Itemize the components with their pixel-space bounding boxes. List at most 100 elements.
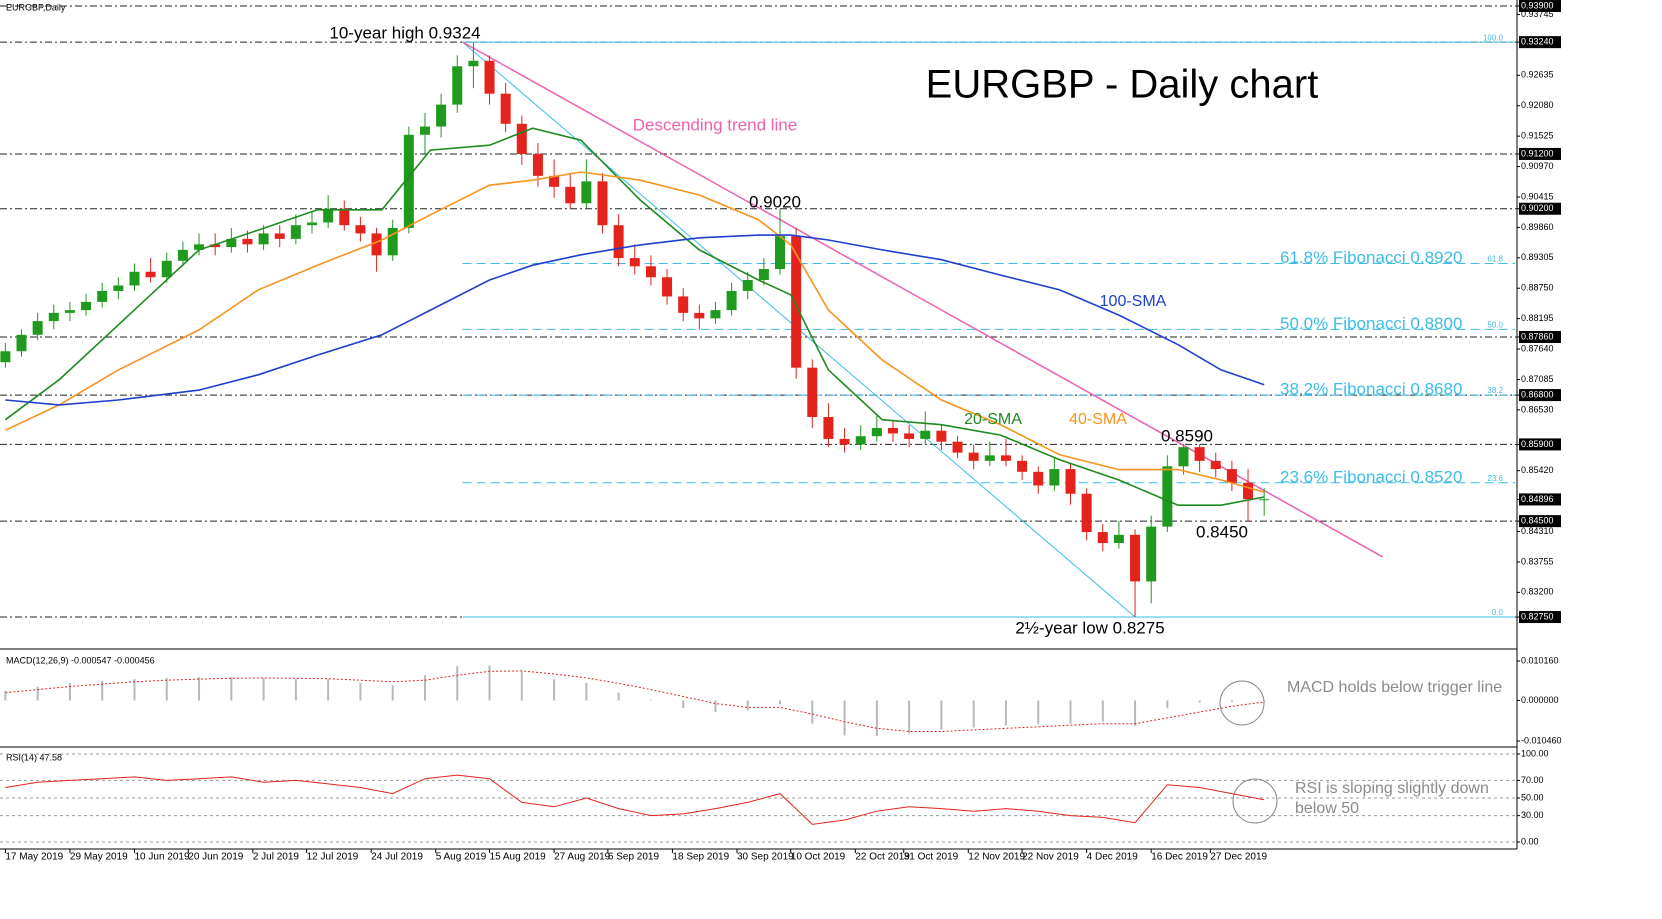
symbol: EURGBP,Daily [6, 2, 66, 12]
candle-body [48, 312, 59, 322]
candle-body [1081, 493, 1092, 533]
candle-body [210, 244, 221, 248]
macd-bar [617, 692, 620, 701]
macd-bar [1037, 700, 1040, 725]
y-tick-label: 0.82750 [1521, 611, 1554, 621]
candle-body [145, 271, 156, 278]
y-tick-label: 0.000000 [1521, 695, 1559, 705]
y-tick-box [1519, 611, 1561, 624]
x-tick-label: 10 Oct 2019 [791, 852, 846, 863]
candle-body [936, 430, 947, 442]
candle-body [242, 238, 253, 245]
candle-body [742, 279, 753, 291]
y-tick-label: 0.00 [1521, 836, 1539, 846]
y-tick-label: 0.90970 [1521, 161, 1554, 171]
y-tick-box [1519, 202, 1561, 215]
sma-line [5, 234, 1265, 406]
candle-body [129, 271, 140, 286]
candle-body [516, 123, 527, 154]
y-tick-label: 30.00 [1521, 810, 1544, 820]
candle-body [355, 225, 366, 234]
candle-body [258, 233, 269, 245]
x-tick-label: 22 Nov 2019 [1022, 852, 1079, 863]
macd-bar [908, 700, 911, 734]
fib-label: 23.6% Fibonacci 0.8520 [1280, 467, 1462, 486]
y-tick-label: 0.83200 [1521, 587, 1554, 597]
macd-bar [327, 679, 330, 701]
y-tick-label: -0.010460 [1521, 735, 1562, 745]
candle-body [597, 181, 608, 226]
x-tick-label: 5 Aug 2019 [436, 852, 487, 863]
y-tick-label: 0.89860 [1521, 222, 1554, 232]
macd-bar [4, 690, 7, 701]
x-tick-label: 29 May 2019 [70, 852, 128, 863]
annotation: MACD holds below trigger line [1287, 679, 1503, 696]
candle-body [1130, 534, 1141, 582]
y-tick-label: 0.87085 [1521, 374, 1554, 384]
macd-bar [553, 679, 556, 701]
chart-title: EURGBP - Daily chart [926, 63, 1319, 107]
y-tick-box [1519, 389, 1561, 402]
y-tick-label: 0.89305 [1521, 252, 1554, 262]
macd-bar [133, 679, 136, 701]
candle-body [1017, 460, 1028, 472]
macd-bar [1198, 700, 1201, 703]
macd-bar [262, 677, 265, 701]
panel-title: RSI(14) 47.58 [6, 752, 62, 762]
candle-body [1162, 466, 1173, 527]
macd-bar [714, 700, 717, 713]
macd-bar [1230, 700, 1233, 702]
macd-bar [585, 682, 588, 701]
trend-line [462, 41, 1383, 558]
candle-body [16, 334, 27, 352]
y-tick-label: 50.00 [1521, 792, 1544, 802]
candle-body [1259, 499, 1270, 501]
macd-bar [875, 700, 878, 737]
candle-body [968, 452, 979, 461]
x-tick-label: 30 Sep 2019 [737, 852, 794, 863]
x-tick-label: 24 Jul 2019 [371, 852, 423, 863]
candle-body [710, 310, 721, 319]
candle-body [565, 186, 576, 204]
y-tick-box [1519, 147, 1561, 160]
x-tick-label: 4 Dec 2019 [1087, 852, 1139, 863]
candle-body [1000, 455, 1011, 461]
candle-body [662, 277, 673, 297]
candle-body [791, 236, 802, 368]
rsi-line [5, 774, 1265, 825]
candle-body [307, 222, 318, 226]
macd-bar [746, 700, 749, 711]
candle-body [629, 258, 640, 267]
candle-body [81, 301, 92, 311]
candle-body [855, 436, 866, 445]
macd-bar [165, 677, 168, 701]
macd-bar [68, 682, 71, 701]
x-tick-label: 18 Sep 2019 [672, 852, 729, 863]
y-tick-label: 0.88195 [1521, 313, 1554, 323]
candle-body [1033, 471, 1044, 486]
candle-body [403, 134, 414, 228]
candle-body [678, 296, 689, 313]
candle-body [887, 427, 898, 434]
candle-body [645, 266, 656, 278]
candle-body [97, 290, 108, 302]
macd-bar [779, 700, 782, 705]
macd-bar [1263, 700, 1266, 703]
y-tick-box [1519, 515, 1561, 528]
x-tick-label: 12 Jul 2019 [307, 852, 359, 863]
y-tick-label: 0.88750 [1521, 283, 1554, 293]
y-tick-label: 0.91200 [1521, 148, 1554, 158]
candle-body [484, 60, 495, 94]
macd-bar [359, 682, 362, 701]
annotation: RSI is sloping slightly down below 50 [1295, 780, 1489, 817]
candle-body [581, 181, 592, 204]
fib-label: 50.0% Fibonacci 0.8800 [1280, 314, 1462, 333]
annotation: 10-year high 0.9324 [329, 23, 480, 42]
candle-body [758, 269, 769, 280]
y-tick-label: 0.85420 [1521, 465, 1554, 475]
y-tick-label: 0.84310 [1521, 526, 1554, 536]
y-tick-label: 0.85900 [1521, 439, 1554, 449]
candle-body [984, 455, 995, 461]
x-tick-label: 22 Oct 2019 [855, 852, 910, 863]
candle-body [500, 93, 511, 124]
